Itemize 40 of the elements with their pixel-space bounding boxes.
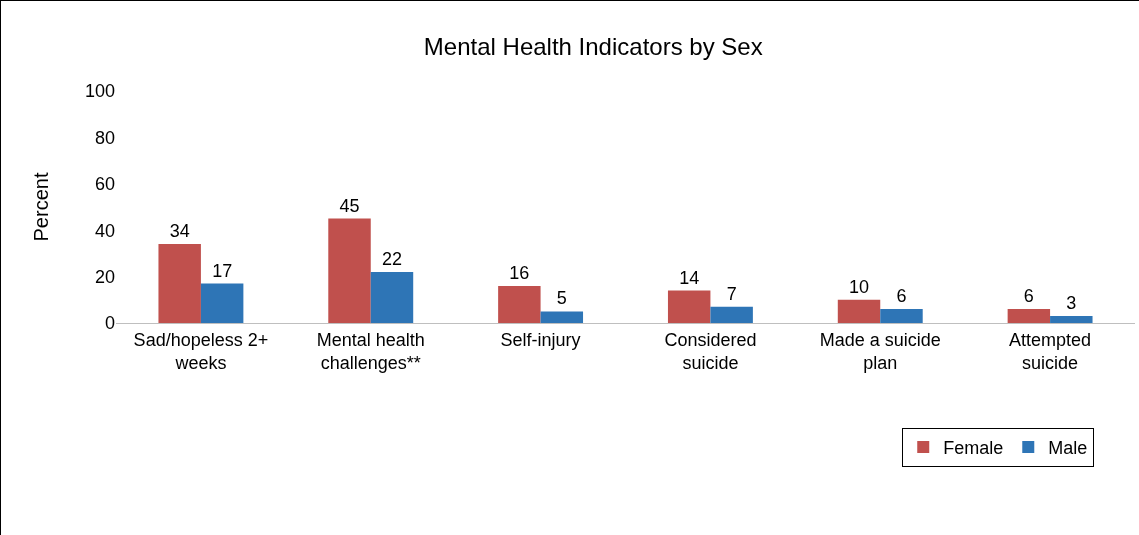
x-tick-label: Sad/hopeless 2+ weeks bbox=[133, 329, 269, 373]
data-label: 7 bbox=[726, 283, 737, 304]
x-tick-label: Mental health challenges** bbox=[316, 329, 425, 373]
bar bbox=[540, 311, 584, 323]
data-label: 17 bbox=[212, 260, 233, 281]
data-label: 5 bbox=[556, 288, 567, 309]
y-tick-label: 60 bbox=[94, 174, 115, 195]
bar bbox=[880, 309, 923, 323]
x-tick-label: Attempted suicide bbox=[1009, 329, 1092, 373]
bar bbox=[200, 283, 244, 323]
bar bbox=[710, 306, 753, 323]
bar bbox=[370, 271, 414, 323]
chart-title: Mental Health Indicators by Sex bbox=[423, 33, 763, 61]
bar bbox=[498, 285, 541, 323]
bar bbox=[328, 218, 371, 323]
data-label: 14 bbox=[679, 267, 700, 288]
bar bbox=[837, 299, 881, 323]
y-tick-label: 20 bbox=[94, 266, 115, 287]
y-tick-label: 40 bbox=[94, 220, 115, 241]
data-label: 22 bbox=[381, 248, 402, 269]
data-label: 6 bbox=[1023, 286, 1034, 307]
y-axis-title: Percent bbox=[30, 172, 53, 242]
x-tick-label: Self-injury bbox=[500, 329, 581, 350]
bar bbox=[1050, 316, 1093, 323]
data-label: 45 bbox=[339, 195, 360, 216]
y-tick-label: 0 bbox=[104, 313, 115, 334]
x-tick-label: Considered suicide bbox=[664, 329, 757, 373]
bar bbox=[1007, 309, 1051, 323]
data-label: 10 bbox=[849, 276, 870, 297]
x-tick-label: Made a suicide plan bbox=[819, 329, 941, 373]
y-tick-label: 80 bbox=[94, 127, 115, 148]
data-label: 3 bbox=[1066, 293, 1077, 314]
bar bbox=[667, 290, 711, 323]
data-label: 34 bbox=[169, 221, 190, 242]
data-label: 6 bbox=[896, 286, 907, 307]
legend-label: Female bbox=[943, 438, 1004, 459]
data-label: 16 bbox=[509, 262, 530, 283]
bar bbox=[158, 244, 201, 323]
legend-label: Male bbox=[1048, 438, 1088, 459]
y-tick-label: 100 bbox=[84, 81, 115, 102]
